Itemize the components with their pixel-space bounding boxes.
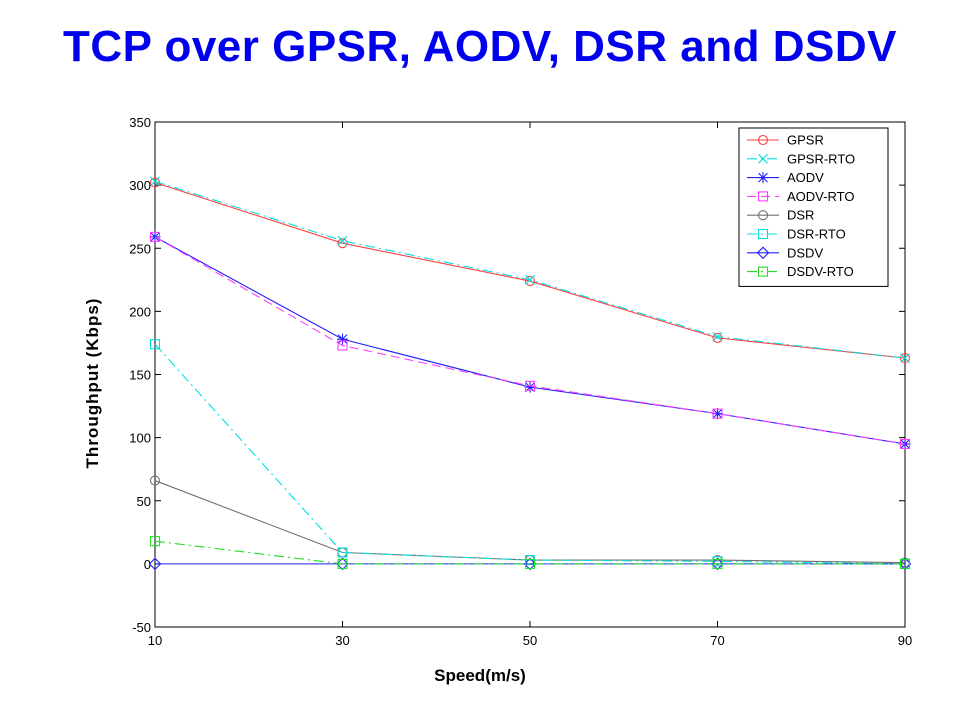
x-tick-label: 90 bbox=[898, 633, 912, 648]
data-point bbox=[712, 408, 723, 420]
data-point bbox=[524, 276, 536, 287]
y-tick-label: 200 bbox=[129, 304, 151, 319]
data-point bbox=[712, 332, 723, 343]
legend-label: DSDV-RTO bbox=[787, 264, 854, 279]
y-tick-label: 150 bbox=[129, 368, 151, 383]
series-line bbox=[154, 182, 906, 359]
y-axis-label: Throughput (Kbps) bbox=[83, 297, 102, 469]
legend-label: GPSR-RTO bbox=[787, 151, 855, 166]
data-point bbox=[337, 235, 348, 246]
series-gpsr-rto bbox=[150, 176, 910, 363]
y-tick-label: 300 bbox=[129, 178, 151, 193]
data-point bbox=[712, 331, 723, 342]
legend-marker bbox=[757, 191, 769, 202]
data-point bbox=[524, 381, 536, 393]
legend-box bbox=[738, 127, 889, 287]
y-tick-label: 0 bbox=[144, 557, 151, 572]
data-point bbox=[523, 557, 537, 571]
legend-item: GPSR-RTO bbox=[747, 151, 855, 166]
y-tick-label: 250 bbox=[129, 241, 151, 256]
data-point bbox=[898, 557, 912, 571]
series-line bbox=[154, 343, 906, 565]
data-point bbox=[899, 438, 911, 449]
legend-item: DSDV bbox=[747, 245, 823, 260]
x-tick-label: 50 bbox=[523, 633, 537, 648]
data-point bbox=[899, 558, 911, 569]
legend-item: AODV bbox=[747, 170, 824, 185]
series-gpsr bbox=[149, 177, 911, 364]
data-point bbox=[524, 380, 536, 391]
y-tick-label: 100 bbox=[129, 431, 151, 446]
series-group bbox=[148, 176, 912, 571]
data-point bbox=[711, 557, 724, 571]
data-point bbox=[149, 231, 161, 242]
series-dsdv-rto bbox=[149, 536, 911, 569]
data-point bbox=[149, 339, 161, 350]
x-tick-label: 10 bbox=[148, 633, 162, 648]
series-line bbox=[154, 236, 906, 445]
legend-marker bbox=[757, 172, 769, 184]
legend-marker bbox=[756, 246, 770, 260]
y-tick-label: 50 bbox=[137, 494, 151, 509]
y-tick-label: 350 bbox=[129, 115, 151, 130]
legend-label: DSR-RTO bbox=[787, 227, 846, 242]
y-tick-label: -50 bbox=[132, 620, 151, 635]
series-aodv-rto bbox=[149, 231, 911, 449]
legend-label: GPSR bbox=[787, 133, 824, 148]
data-point bbox=[712, 558, 723, 569]
legend-item: DSR-RTO bbox=[747, 227, 846, 242]
page-title: TCP over GPSR, AODV, DSR and DSDV bbox=[63, 22, 897, 71]
axis-ticks: 10 30 50 70 90 -50 0 50 100 150 200 250 300 350 bbox=[129, 115, 912, 648]
data-point bbox=[337, 558, 348, 569]
data-point bbox=[149, 536, 161, 547]
legend-item: GPSR bbox=[747, 133, 824, 148]
legend-marker bbox=[758, 153, 768, 164]
legend-label: AODV-RTO bbox=[787, 189, 854, 204]
data-point bbox=[899, 438, 911, 450]
legend-marker bbox=[757, 266, 769, 277]
data-point bbox=[525, 274, 535, 285]
series-line bbox=[154, 540, 905, 565]
data-point bbox=[149, 231, 161, 243]
data-point bbox=[712, 408, 723, 419]
legend-label: AODV bbox=[787, 170, 824, 185]
x-axis-label: Speed(m/s) bbox=[434, 666, 526, 685]
x-tick-label: 70 bbox=[710, 633, 724, 648]
data-point bbox=[337, 333, 348, 345]
legend-item: DSDV-RTO bbox=[747, 264, 854, 279]
legend-item: AODV-RTO bbox=[747, 189, 854, 204]
data-point bbox=[524, 558, 536, 569]
x-tick-label: 30 bbox=[335, 633, 349, 648]
legend-item: DSR bbox=[747, 208, 814, 223]
data-point bbox=[337, 340, 348, 351]
data-point bbox=[336, 557, 349, 571]
data-point bbox=[900, 353, 910, 363]
legend-marker bbox=[757, 228, 769, 240]
legend-marker bbox=[757, 210, 769, 221]
data-point bbox=[337, 547, 348, 558]
data-point bbox=[337, 238, 348, 249]
data-point bbox=[149, 475, 161, 486]
legend-label: DSDV bbox=[787, 245, 823, 260]
legend-marker bbox=[757, 134, 769, 146]
legend: GPSR GPSR-RTO AODV AODV-RTO DSR DSR-RTO DSDV DS… bbox=[738, 127, 889, 287]
data-point bbox=[150, 176, 160, 187]
legend-label: DSR bbox=[787, 208, 814, 223]
data-point bbox=[148, 557, 162, 571]
